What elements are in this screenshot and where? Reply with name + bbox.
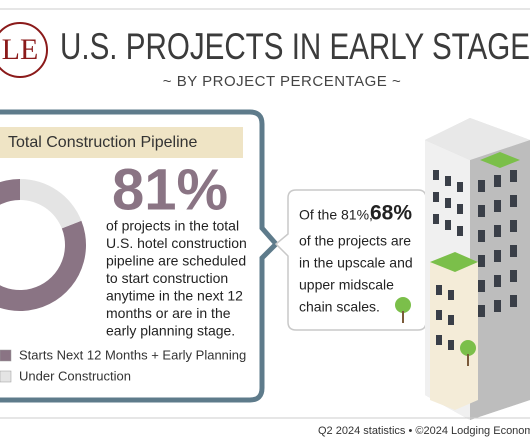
callout-text: of the projects are in the upscale and upp… [299, 233, 413, 315]
callout-line: chain scales. [299, 299, 380, 315]
legend-label: Under Construction [19, 368, 131, 383]
panel-title: Total Construction Pipeline [8, 134, 198, 151]
description-line: to start construction [106, 270, 228, 286]
legend-label: Starts Next 12 Months + Early Planning [19, 347, 246, 362]
callout-line: in the upscale and [299, 255, 413, 271]
logo: LE [2, 33, 39, 66]
legend-swatch [0, 349, 12, 362]
description-line: months or are in the [106, 305, 231, 321]
footer: Q2 2024 statistics • ©2024 Lodging Econo… [318, 425, 530, 437]
callout-line: of the projects are [299, 233, 411, 249]
donut-slice [20, 179, 82, 229]
logo-ring [0, 22, 48, 78]
building-illustration [395, 118, 530, 420]
description-line: anytime in the next 12 [106, 288, 243, 304]
description-line: early planning stage. [106, 323, 235, 339]
description-line: U.S. hotel construction [106, 235, 247, 251]
donut-slice [0, 179, 86, 311]
legend: Starts Next 12 Months + Early Planning Un… [0, 347, 246, 383]
pipeline-panel [0, 109, 280, 403]
panel-header [0, 127, 243, 158]
callout-lead: Of the 81%, [299, 207, 373, 223]
big-value: 81% [112, 157, 228, 222]
legend-swatch [0, 370, 12, 383]
donut [0, 179, 86, 311]
callout-line: upper midscale [299, 277, 394, 293]
title: U.S. PROJECTS IN EARLY STAGE [60, 26, 530, 67]
callout-value: 68% [370, 202, 412, 225]
description-line: of projects in the total [106, 218, 239, 234]
subtitle: ~ BY PROJECT PERCENTAGE ~ [163, 73, 401, 90]
description-line: pipeline are scheduled [106, 253, 246, 269]
